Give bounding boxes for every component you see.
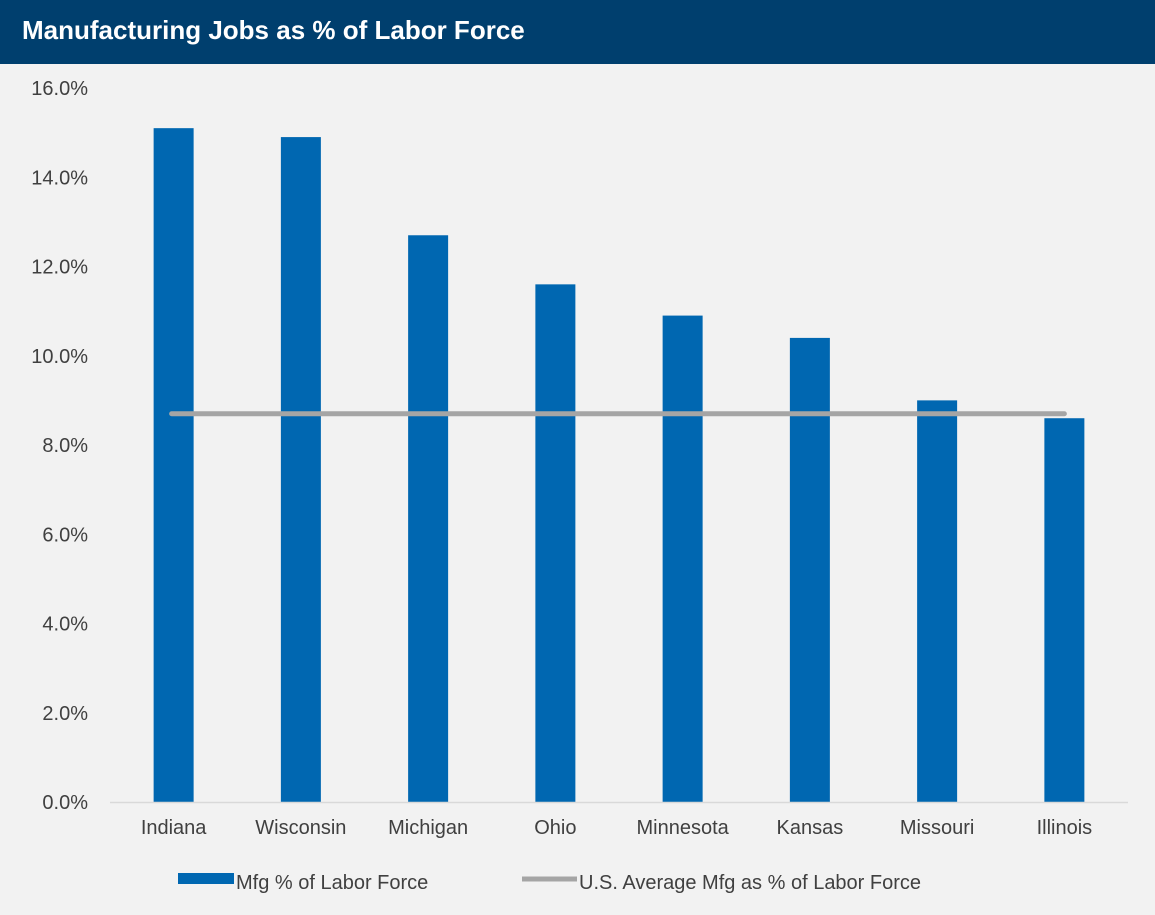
x-tick-label: Illinois [1037, 817, 1093, 839]
y-tick-label: 6.0% [42, 524, 88, 546]
bars [153, 128, 1085, 803]
legend-label-bar: Mfg % of Labor Force [236, 872, 428, 894]
legend-label-line: U.S. Average Mfg as % of Labor Force [579, 872, 921, 894]
bar-michigan [408, 235, 449, 802]
y-tick-label: 16.0% [31, 78, 88, 100]
bar-ohio [535, 284, 576, 803]
y-axis-labels: 0.0% 2.0% 4.0% 6.0% 8.0% 10.0% 12.0% 14.0% 16.0% [31, 78, 88, 814]
y-tick-label: 0.0% [42, 792, 88, 814]
y-tick-label: 2.0% [42, 703, 88, 725]
bar-missouri [917, 400, 958, 802]
bar-kansas [789, 337, 830, 802]
bar-illinois [1044, 418, 1085, 802]
bar-indiana [153, 128, 194, 803]
x-tick-label: Ohio [534, 817, 576, 839]
chart-title: Manufacturing Jobs as % of Labor Force [22, 15, 525, 45]
bar-chart: 0.0% 2.0% 4.0% 6.0% 8.0% 10.0% 12.0% 14.0% 16.0%… [31, 78, 1128, 894]
x-tick-label: Kansas [777, 817, 844, 839]
y-tick-label: 4.0% [42, 614, 88, 636]
x-axis-labels: Indiana Wisconsin Michigan Ohio Minnesota Kan… [141, 817, 1092, 839]
y-tick-label: 12.0% [31, 257, 88, 279]
legend: Mfg % of Labor Force U.S. Average Mfg as… [178, 872, 921, 894]
x-tick-label: Minnesota [636, 817, 729, 839]
y-tick-label: 10.0% [31, 346, 88, 368]
legend-swatch-bar [178, 873, 234, 884]
y-tick-label: 14.0% [31, 167, 88, 189]
chart-title-bar: Manufacturing Jobs as % of Labor Force [0, 0, 1155, 64]
bar-minnesota [662, 315, 703, 802]
bar-wisconsin [280, 137, 321, 802]
x-tick-label: Wisconsin [255, 817, 346, 839]
x-tick-label: Indiana [141, 817, 207, 839]
x-tick-label: Michigan [388, 817, 468, 839]
y-tick-label: 8.0% [42, 435, 88, 457]
x-tick-label: Missouri [900, 817, 974, 839]
